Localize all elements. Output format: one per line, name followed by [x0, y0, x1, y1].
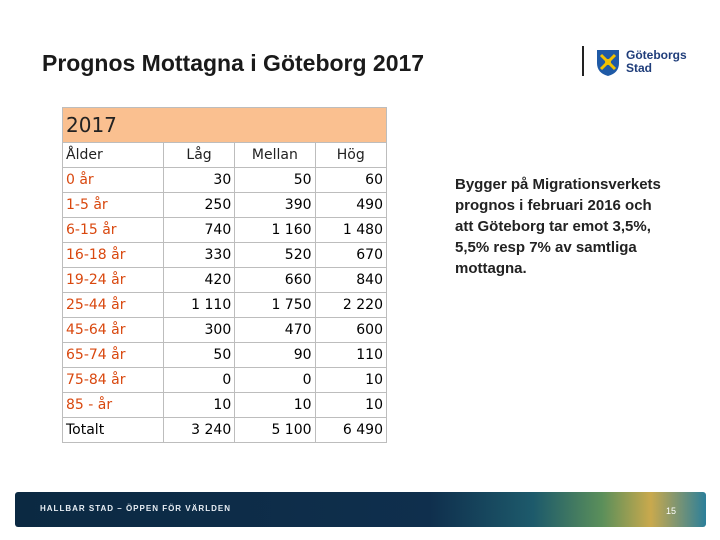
- column-header: Mellan: [234, 142, 316, 168]
- table-row: 45-64 år 300 470 600: [62, 317, 388, 343]
- cell-age: 25-44 år: [62, 292, 164, 318]
- cell-value: 1 110: [162, 292, 236, 318]
- page-number: 15: [666, 506, 677, 516]
- table-row: 85 - år 10 10 10: [62, 392, 388, 418]
- footer-band: [15, 492, 706, 527]
- cell-value: 50: [162, 342, 236, 368]
- cell-age: 75-84 år: [62, 367, 164, 393]
- table-row: 6-15 år 740 1 160 1 480: [62, 217, 388, 243]
- cell-age: 85 - år: [62, 392, 164, 418]
- cell-value: 0: [234, 367, 316, 393]
- body-line: mottagna.: [455, 260, 527, 277]
- logo-text: Göteborgs Stad: [626, 49, 687, 75]
- column-header: Hög: [314, 142, 388, 168]
- cell-value: 420: [162, 267, 236, 293]
- table-caption-row: 2017: [62, 107, 387, 143]
- cell-value: 10: [314, 367, 388, 393]
- cell-value: 1 750: [234, 292, 316, 318]
- table-row: 16-18 år 330 520 670: [62, 242, 388, 268]
- cell-value: 5 100: [234, 417, 316, 443]
- cell-value: 1 480: [314, 217, 388, 243]
- cell-value: 470: [234, 317, 316, 343]
- table-caption: 2017: [62, 107, 387, 143]
- cell-value: 300: [162, 317, 236, 343]
- slide-title: Prognos Mottagna i Göteborg 2017: [42, 50, 425, 76]
- cell-age: 0 år: [62, 167, 164, 193]
- header-row: Ålder Låg Mellan Hög: [62, 142, 388, 168]
- cell-value: 6 490: [314, 417, 388, 443]
- table-row: Totalt 3 240 5 100 6 490: [62, 417, 388, 443]
- cell-value: 30: [162, 167, 236, 193]
- cell-value: 60: [314, 167, 388, 193]
- cell-value: 10: [162, 392, 236, 418]
- logo-line: Göteborgs: [626, 48, 687, 62]
- cell-value: 660: [234, 267, 316, 293]
- cell-value: 90: [234, 342, 316, 368]
- body-line: Bygger på Migrationsverkets: [455, 176, 661, 193]
- table-row: 19-24 år 420 660 840: [62, 267, 388, 293]
- cell-age: 45-64 år: [62, 317, 164, 343]
- cell-value: 520: [234, 242, 316, 268]
- logo-emblem: [597, 50, 619, 76]
- cell-value: 1 160: [234, 217, 316, 243]
- body-line: 5,5% resp 7% av samtliga: [455, 239, 637, 256]
- body-text: Bygger på Migrationsverkets prognos i feb…: [455, 174, 661, 279]
- cell-age: 6-15 år: [62, 217, 164, 243]
- body-line: prognos i februari 2016 och: [455, 197, 652, 214]
- cell-value: 0: [162, 367, 236, 393]
- body-line: att Göteborg tar emot 3,5%,: [455, 218, 651, 235]
- table-row: 25-44 år 1 110 1 750 2 220: [62, 292, 388, 318]
- cell-value: 840: [314, 267, 388, 293]
- data-table: 2017 Ålder Låg Mellan Hög 0 år 30 50 60 1-5 år 250…: [62, 107, 388, 443]
- cell-age: 65-74 år: [62, 342, 164, 368]
- cell-age: 16-18 år: [62, 242, 164, 268]
- cell-value: 2 220: [314, 292, 388, 318]
- cell-value: 330: [162, 242, 236, 268]
- cell-value: 490: [314, 192, 388, 218]
- table-row: 75-84 år 0 0 10: [62, 367, 388, 393]
- column-header: Låg: [162, 142, 236, 168]
- table-row: 1-5 år 250 390 490: [62, 192, 388, 218]
- cell-value: 50: [234, 167, 316, 193]
- cell-value: 740: [162, 217, 236, 243]
- cell-value: 10: [234, 392, 316, 418]
- cell-value: 10: [314, 392, 388, 418]
- column-header: Ålder: [62, 142, 164, 168]
- cell-age: 19-24 år: [62, 267, 164, 293]
- logo-divider: [582, 46, 584, 76]
- cell-value: 600: [314, 317, 388, 343]
- cell-age: Totalt: [62, 417, 164, 443]
- cell-age: 1-5 år: [62, 192, 164, 218]
- logo-line: Stad: [626, 61, 653, 75]
- cell-value: 3 240: [162, 417, 236, 443]
- cell-value: 250: [162, 192, 236, 218]
- table-row: 0 år 30 50 60: [62, 167, 388, 193]
- cell-value: 110: [314, 342, 388, 368]
- table-row: 65-74 år 50 90 110: [62, 342, 388, 368]
- footer-text: HALLBAR STAD – ÖPPEN FÖR VÄRLDEN: [40, 504, 231, 513]
- cell-value: 670: [314, 242, 388, 268]
- cell-value: 390: [234, 192, 316, 218]
